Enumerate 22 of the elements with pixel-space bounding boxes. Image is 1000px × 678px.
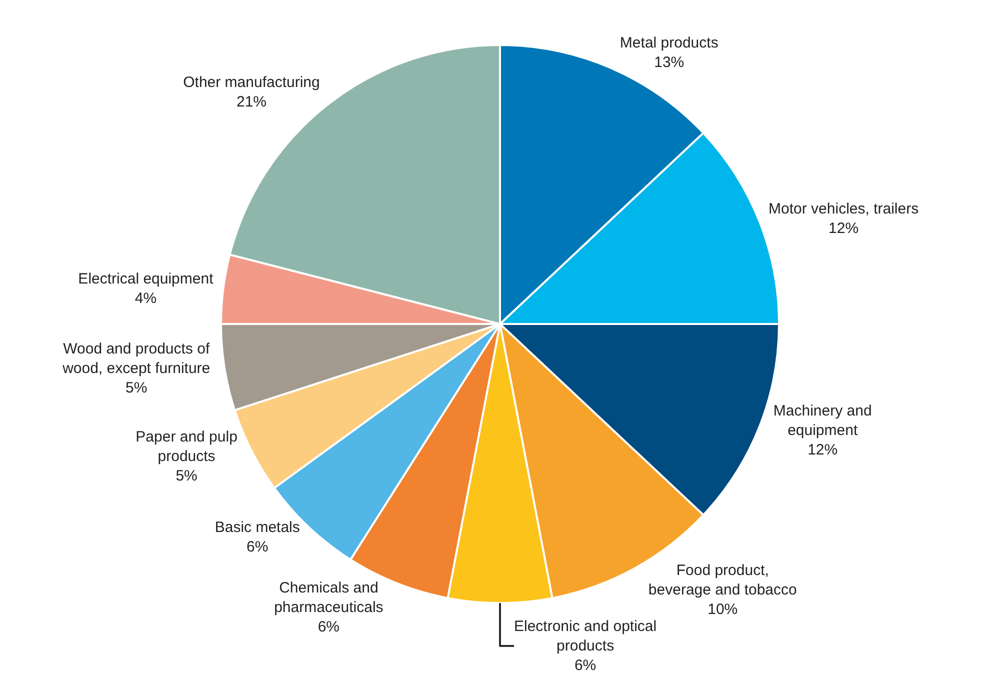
slice-label: Metal products bbox=[620, 34, 718, 52]
data-label: 6% bbox=[246, 538, 268, 556]
slice-label: Motor vehicles, trailers bbox=[768, 200, 919, 218]
data-label: 6% bbox=[574, 656, 596, 674]
slice-label: Paper and pulp products bbox=[136, 428, 238, 465]
slice-label: Other manufacturing bbox=[183, 74, 320, 91]
slice-label: Food product, beverage and tobacco bbox=[648, 562, 797, 598]
slice-label: Basic metals bbox=[214, 518, 300, 536]
data-label: 5% bbox=[176, 467, 198, 484]
data-label: 12% bbox=[828, 220, 859, 238]
data-label: 12% bbox=[808, 442, 838, 458]
data-label: 5% bbox=[126, 379, 148, 396]
data-label: 10% bbox=[708, 600, 738, 618]
data-label: 21% bbox=[236, 93, 267, 110]
data-label: 4% bbox=[134, 290, 157, 307]
slice-label: Electronic and optical products bbox=[514, 618, 657, 654]
slice-label: Wood and products of wood, except furniture bbox=[62, 340, 210, 377]
data-label: 6% bbox=[318, 618, 340, 636]
slice-label: Chemicals and pharmaceuticals bbox=[274, 580, 384, 616]
slice-label: Electrical equipment bbox=[78, 270, 214, 288]
data-label: 13% bbox=[654, 54, 684, 71]
slice-label: Machinery and equipment bbox=[773, 402, 872, 439]
